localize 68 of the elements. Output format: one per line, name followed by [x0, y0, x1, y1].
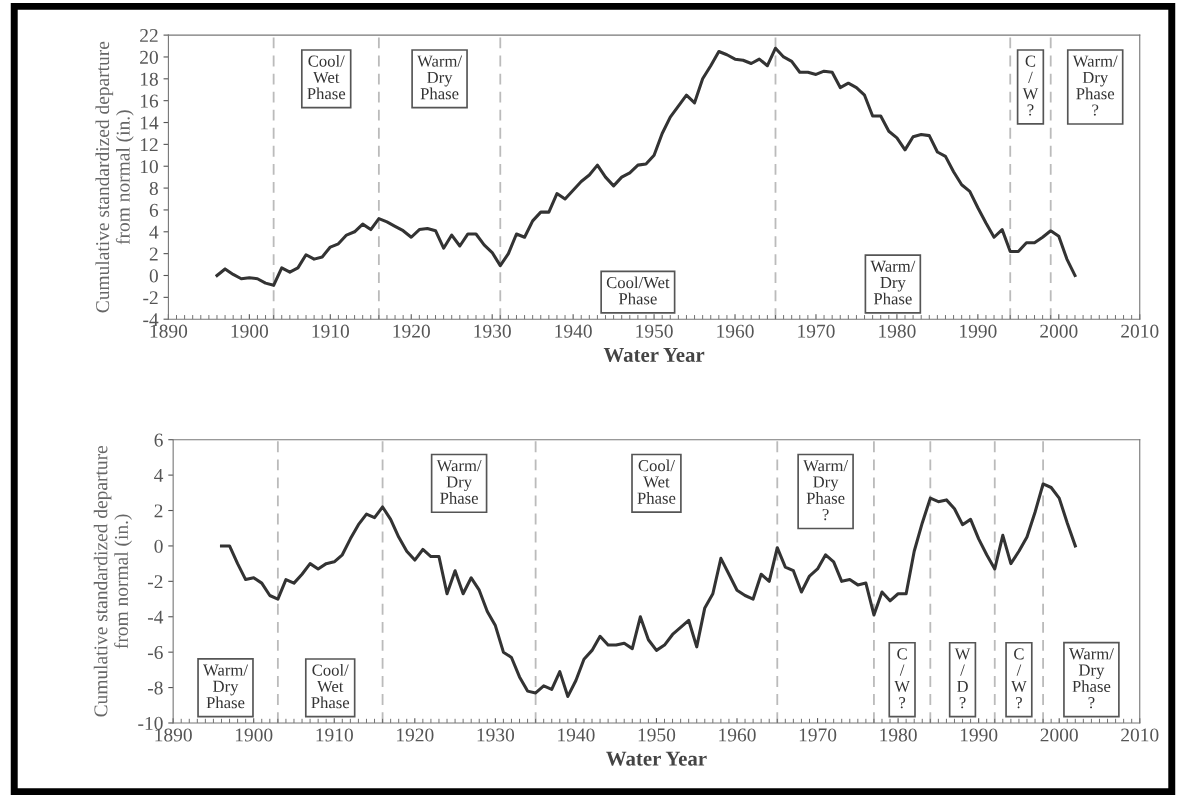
- y-tick-label: -2: [147, 575, 163, 589]
- annotation: C / W ?: [1022, 55, 1039, 116]
- y-tick-label: 2: [154, 504, 163, 518]
- x-tick-label: 1980: [880, 728, 917, 742]
- y-tick-label: 18: [140, 72, 158, 86]
- x-tick-label: 1900: [231, 324, 269, 338]
- x-tick-label: 1970: [799, 728, 837, 742]
- y-tick-label: -10: [138, 716, 163, 730]
- x-tick-label: 1990: [960, 324, 997, 338]
- x-tick-label: 2010: [1121, 324, 1159, 338]
- y-tick-label: -6: [147, 646, 163, 660]
- x-tick-label: 1890: [150, 324, 188, 338]
- y-tick-label: 22: [140, 28, 158, 42]
- x-axis-title: Water Year: [603, 348, 705, 363]
- x-tick-label: 1930: [477, 728, 515, 742]
- x-tick-label: 1990: [960, 728, 998, 742]
- y-axis-title: Cumulative standardized departure from normal (in.): [93, 445, 132, 717]
- x-tick-label: 1980: [879, 324, 916, 338]
- y-tick-label: -4: [147, 610, 164, 624]
- y-tick-label: 0: [149, 269, 158, 283]
- y-tick-label: 6: [154, 433, 163, 447]
- x-tick-label: 1910: [316, 728, 353, 742]
- annotation: W / D ?: [954, 648, 971, 709]
- y-tick-label: 20: [140, 50, 158, 64]
- y-tick-label: 4: [154, 469, 164, 482]
- x-tick-label: 2010: [1121, 728, 1159, 742]
- annotation: Warm/ Dry Phase ?: [803, 460, 849, 521]
- annotation: Warm/ Dry Phase: [870, 260, 916, 305]
- y-tick-label: 0: [154, 539, 163, 553]
- x-tick-label: 1960: [719, 728, 756, 742]
- x-tick-label: 1940: [558, 728, 595, 742]
- annotation: Warm/ Dry Phase ?: [1068, 648, 1114, 709]
- x-tick-label: 1940: [555, 324, 592, 338]
- x-tick-label: 1950: [638, 728, 676, 742]
- annotation: Cool/ Wet Phase: [307, 55, 346, 100]
- y-tick-label: 8: [149, 181, 158, 196]
- y-tick-label: 6: [149, 203, 159, 217]
- x-tick-label: 1910: [312, 324, 349, 338]
- annotation: Warm/ Dry Phase: [203, 664, 248, 709]
- y-tick-label: 16: [140, 94, 159, 108]
- annotation: C / W ?: [894, 648, 910, 709]
- annotation: Warm/ Dry Phase ?: [1072, 55, 1118, 116]
- y-tick-label: 12: [140, 138, 158, 152]
- y-tick-label: -4: [143, 313, 159, 326]
- x-tick-label: 1890: [155, 728, 192, 742]
- x-tick-label: 1970: [798, 324, 835, 338]
- x-axis-title: Water Year: [606, 751, 707, 766]
- x-tick-label: 2000: [1040, 324, 1078, 338]
- y-tick-label: 2: [149, 247, 158, 261]
- x-tick-label: 1950: [636, 324, 673, 338]
- y-tick-label: -2: [143, 291, 158, 305]
- annotation: C / W ?: [1011, 648, 1027, 709]
- x-tick-label: 1900: [235, 728, 273, 742]
- y-tick-label: 10: [140, 160, 158, 174]
- annotation: Warm/ Dry Phase: [436, 460, 482, 504]
- y-tick-label: 4: [149, 225, 159, 239]
- annotation: Cool/Wet Phase: [606, 276, 670, 305]
- y-tick-label: -8: [147, 681, 163, 695]
- x-tick-label: 1930: [474, 324, 511, 338]
- annotation: Cool/ Wet Phase: [637, 459, 676, 504]
- annotation: Cool/ Wet Phase: [311, 664, 350, 709]
- annotation: Warm/ Dry Phase: [417, 55, 463, 100]
- x-tick-label: 1960: [717, 324, 754, 338]
- x-tick-label: 2000: [1040, 728, 1078, 742]
- y-axis-title: Cumulative standardized departure from normal (in.): [95, 41, 134, 313]
- x-tick-label: 1920: [393, 324, 430, 338]
- y-tick-label: 14: [140, 116, 159, 130]
- x-tick-label: 1920: [397, 728, 434, 742]
